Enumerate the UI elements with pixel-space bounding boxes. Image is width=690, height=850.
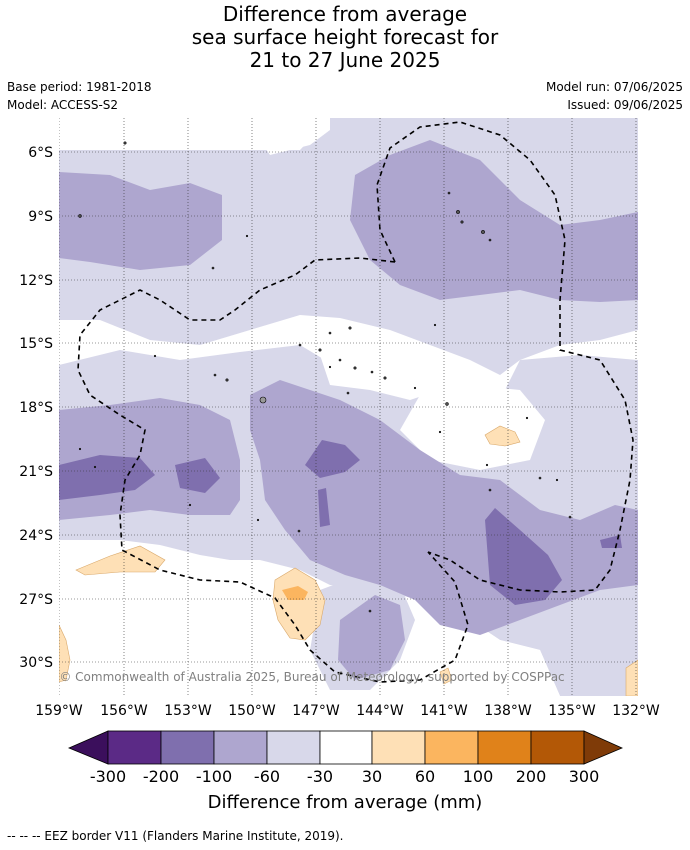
- colorbar-segment: [266, 730, 321, 765]
- colorbar-tick-label: 30: [361, 767, 383, 786]
- lon-label: 147°W: [292, 703, 340, 719]
- lat-label: 18°S: [19, 400, 53, 416]
- lon-label: 141°W: [420, 703, 468, 719]
- colorbar-tick-label: -30: [306, 767, 334, 786]
- longitude-labels: 159°W 156°W 153°W 150°W 147°W 144°W 141°…: [35, 703, 660, 719]
- band-light-orange: [484, 425, 521, 447]
- eez-legend: -- -- -- EEZ border V11 (Flanders Marine…: [7, 829, 344, 843]
- island-outlines: [78, 141, 572, 613]
- band-dark-lavender: [59, 455, 155, 500]
- band-light-orange: [59, 624, 71, 683]
- title-line-2: sea surface height forecast for: [191, 25, 499, 49]
- issued-date: Issued: 09/06/2025: [567, 98, 683, 112]
- meta-right: Model run: 07/06/2025 Issued: 09/06/2025: [546, 78, 683, 114]
- copyright-text: © Commonwealth of Australia 2025, Bureau…: [59, 670, 564, 684]
- model-run: Model run: 07/06/2025: [545, 80, 683, 94]
- band-dark-lavender: [305, 440, 360, 478]
- lat-label: 12°S: [19, 273, 53, 289]
- colorbar-segment: [107, 730, 162, 765]
- title-line-1: Difference from average: [222, 2, 468, 26]
- colorbar-tick-label: -60: [253, 767, 281, 786]
- lat-label: 27°S: [19, 592, 53, 608]
- lon-label: 138°W: [484, 703, 532, 719]
- colorbar: [67, 730, 624, 765]
- band-dark-lavender: [175, 458, 220, 493]
- lat-label: 15°S: [19, 336, 53, 352]
- colorbar-segment: [319, 730, 373, 765]
- colorbar-tick-label: 200: [515, 767, 547, 786]
- colorbar-arrow-max: [583, 730, 624, 765]
- colorbar-segment: [477, 730, 532, 765]
- band-medium-lavender: [350, 140, 638, 302]
- colorbar-segment: [371, 730, 426, 765]
- lat-label: 24°S: [19, 528, 53, 544]
- colorbar-segment: [424, 730, 479, 765]
- lat-label: 21°S: [19, 464, 53, 480]
- colorbar-tick-label: 300: [568, 767, 600, 786]
- colorbar-segment: [213, 730, 268, 765]
- lon-label: 153°W: [164, 703, 212, 719]
- model-name: Model: ACCESS-S2: [7, 98, 119, 112]
- band-medium-lavender: [59, 172, 222, 270]
- band-light-orange: [75, 545, 166, 576]
- graticule: [59, 118, 638, 696]
- map-title: Difference from average sea surface heig…: [0, 3, 690, 72]
- lon-label: 159°W: [35, 703, 83, 719]
- band-orange: [282, 586, 308, 600]
- band-light-orange: [439, 667, 453, 685]
- band-light-orange: [272, 567, 326, 641]
- meta-left: Base period: 1981-2018 Model: ACCESS-S2: [7, 78, 152, 114]
- lon-label: 132°W: [612, 703, 660, 719]
- colorbar-tick-label: -100: [195, 767, 233, 786]
- band-medium-lavender: [338, 595, 405, 680]
- band-light-orange: [625, 659, 638, 696]
- lon-label: 156°W: [100, 703, 148, 719]
- colorbar-segment: [530, 730, 585, 765]
- lat-label: 6°S: [28, 145, 53, 161]
- lat-label: 9°S: [28, 209, 53, 225]
- latitude-labels: 6°S 9°S 12°S 15°S 18°S 21°S 24°S 27°S 30…: [19, 145, 53, 671]
- lon-label: 144°W: [356, 703, 404, 719]
- colorbar-tick-label: -300: [89, 767, 127, 786]
- base-period: Base period: 1981-2018: [7, 80, 152, 94]
- colorbar-title: Difference from average (mm): [207, 792, 483, 813]
- colorbar-tick-label: 60: [414, 767, 436, 786]
- eez-borders: [77, 121, 634, 683]
- colorbar-arrow-min: [67, 730, 109, 765]
- colorbar-segment: [160, 730, 215, 765]
- band-white-gap: [400, 385, 545, 470]
- colorbar-tick-label: -200: [142, 767, 180, 786]
- title-line-3: 21 to 27 June 2025: [249, 48, 441, 72]
- band-light-lavender: [560, 580, 638, 696]
- lon-label: 135°W: [548, 703, 596, 719]
- lon-label: 150°W: [228, 703, 276, 719]
- anomaly-field: [59, 118, 638, 696]
- colorbar-tick-label: 100: [462, 767, 494, 786]
- lat-label: 30°S: [19, 655, 53, 671]
- band-dark-lavender: [318, 488, 330, 527]
- band-white-gap: [250, 118, 330, 155]
- band-white-gap: [320, 345, 440, 400]
- band-dark-lavender: [485, 508, 562, 605]
